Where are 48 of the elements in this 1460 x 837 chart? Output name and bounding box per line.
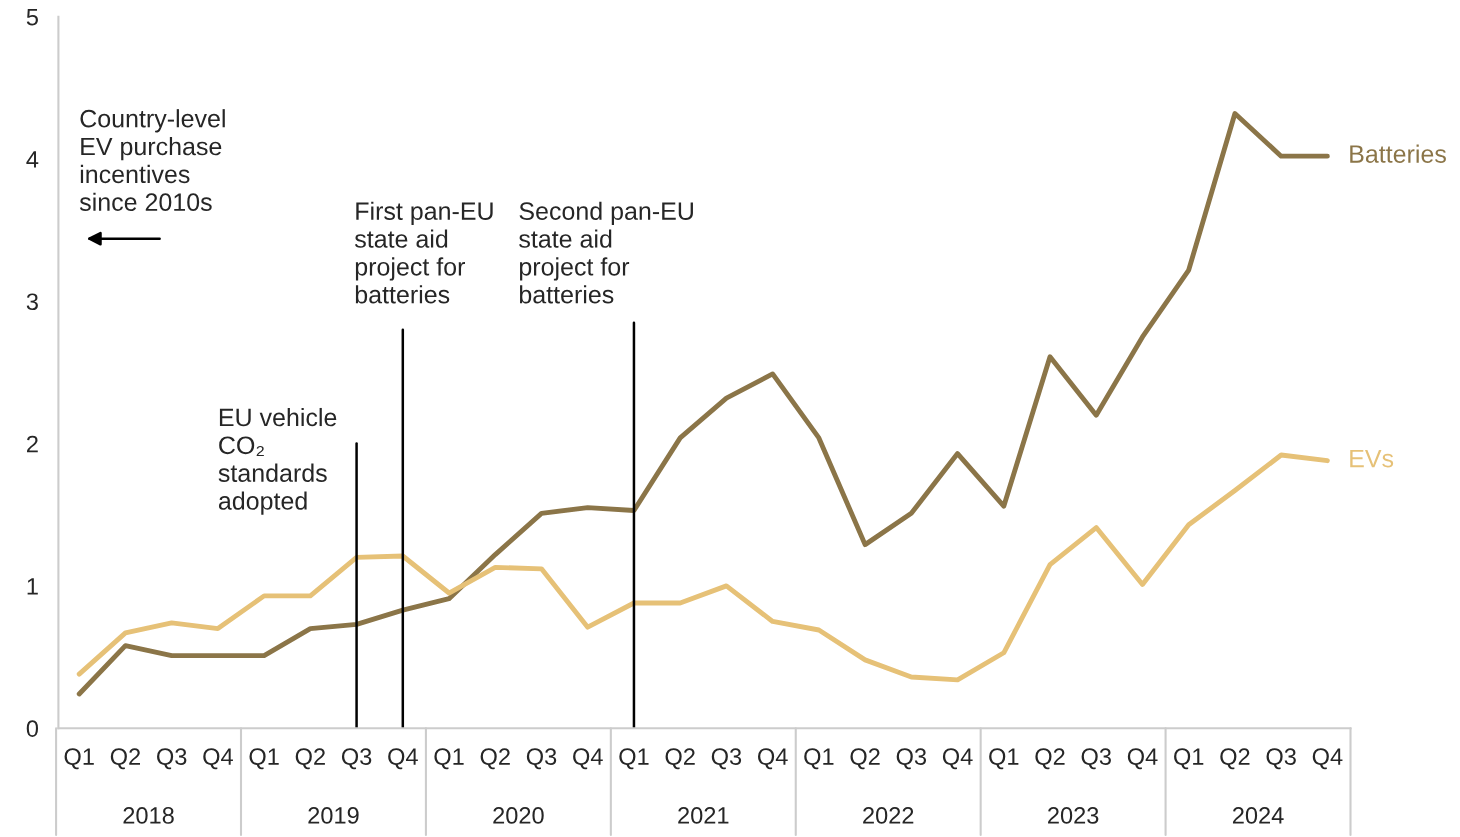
text: 2020 — [493, 807, 544, 824]
y-tick-label: 4 — [26, 151, 39, 168]
x-tick-label: Q3 — [1266, 748, 1296, 770]
line-series — [76, 111, 1330, 697]
y-tick-label: 3 — [26, 293, 38, 311]
x-tick-label: Q4 — [203, 748, 233, 770]
text: 2023 — [1048, 807, 1099, 824]
series-label: EVs — [1350, 449, 1394, 468]
x-tick-label: Q2 — [1035, 748, 1065, 770]
y-tick-label: 1 — [27, 578, 38, 595]
x-tick-label: Q3 — [341, 748, 372, 770]
x-tick-label: Q4 — [388, 748, 418, 770]
x-tick-label: Q2 — [110, 748, 140, 770]
x-tick-label: Q3 — [157, 748, 187, 770]
x-tick-label: Q4 — [758, 748, 788, 770]
x-tick-label: Q2 — [665, 748, 695, 770]
x-tick-label: Q3 — [896, 748, 927, 770]
x-tick-label: Q1 — [619, 748, 649, 770]
text: 2019 — [308, 807, 359, 824]
x-tick-label: Q2 — [1220, 748, 1250, 770]
x-tick-label: Q3 — [526, 748, 557, 770]
x-tick-label: Q1 — [989, 748, 1019, 770]
series-label: Batteries — [1350, 144, 1446, 163]
x-tick-label: Q1 — [804, 748, 834, 770]
x-tick-label: Q2 — [480, 748, 510, 770]
y-tick-label: 5 — [26, 9, 38, 26]
annotation: EU vehicle CO₂ standards adopted — [218, 407, 337, 515]
y-tick-label: 2 — [27, 435, 38, 453]
x-tick-label: Q3 — [711, 748, 742, 770]
text: 2024 — [1232, 807, 1284, 824]
x-tick-label: Q2 — [295, 748, 325, 770]
text: 2021 — [678, 807, 729, 824]
x-tick-label: Q4 — [573, 748, 603, 770]
x-tick-label: Q4 — [1312, 748, 1343, 770]
y-tick-label: 0 — [26, 720, 39, 737]
annotation: Second pan-EU state aid project for batteries — [519, 201, 693, 304]
x-tick-label: Q1 — [249, 748, 279, 770]
text: 2018 — [123, 807, 174, 824]
x-tick-label: Q4 — [1127, 748, 1158, 770]
x-tick-label: Q2 — [850, 748, 880, 770]
x-tick-label: Q1 — [434, 748, 464, 770]
annotation: First pan-EU state aid project for batteries — [354, 201, 493, 304]
annotation: Country-level EV purchase incentives since 2010s — [79, 109, 225, 211]
x-tick-label: Q1 — [64, 748, 94, 770]
x-tick-label: Q3 — [1081, 748, 1111, 770]
text: 2022 — [863, 807, 914, 824]
x-tick-label: Q1 — [1174, 748, 1204, 770]
x-tick-label: Q4 — [942, 748, 973, 770]
